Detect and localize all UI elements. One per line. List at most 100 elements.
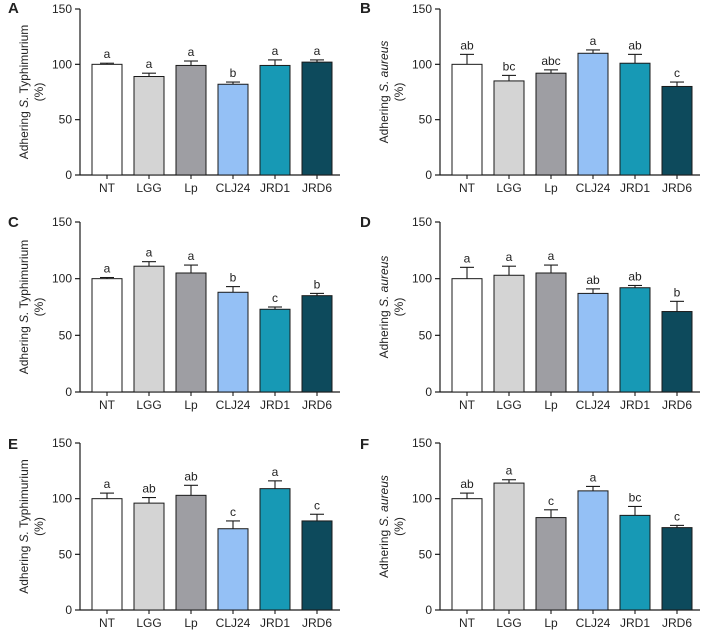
category-label: CLJ24	[576, 616, 611, 630]
bar-lp	[535, 272, 567, 393]
y-tick-label: 100	[412, 272, 432, 286]
category-label: CLJ24	[216, 398, 251, 412]
significance-label: a	[104, 47, 111, 61]
bar-jrd1	[259, 64, 291, 176]
significance-label: a	[314, 44, 321, 58]
panel-letter: E	[8, 436, 18, 453]
significance-label: c	[314, 498, 320, 512]
y-tick-label: 100	[52, 272, 72, 286]
panel-f: F Adhering S. aureus (%) 0 50 100 150 NT ab LGG a L…	[360, 436, 700, 630]
panel-c: C Adhering S. Typhimurium (%) 0 50 100 150 NT a L…	[8, 214, 340, 412]
category-label: LGG	[136, 616, 161, 630]
category-label: JRD6	[302, 616, 332, 630]
bar-lp	[175, 272, 207, 393]
category-label: LGG	[496, 616, 521, 630]
y-tick-label: 50	[419, 113, 433, 127]
y-tick-label: 50	[59, 328, 73, 342]
category-label: NT	[99, 398, 116, 412]
y-tick-label: 150	[412, 2, 432, 16]
significance-label: a	[272, 44, 279, 58]
category-label: JRD1	[260, 398, 290, 412]
panel-letter: D	[360, 214, 371, 231]
y-tick-label: 100	[412, 57, 432, 71]
category-label: LGG	[496, 398, 521, 412]
significance-label: b	[674, 285, 681, 299]
significance-label: b	[230, 66, 237, 80]
category-label: CLJ24	[216, 616, 251, 630]
bar-lgg	[493, 80, 525, 176]
significance-label: ab	[628, 38, 642, 52]
significance-label: ab	[460, 38, 474, 52]
bar-lgg	[133, 76, 165, 176]
significance-label: ab	[184, 469, 198, 483]
category-label: JRD1	[260, 616, 290, 630]
category-label: LGG	[496, 181, 521, 195]
panel-d: D Adhering S. aureus (%) 0 50 100 150 NT a LGG a Lp…	[360, 214, 700, 412]
category-label: CLJ24	[216, 181, 251, 195]
bar-jrd1	[619, 62, 651, 176]
significance-label: a	[146, 246, 153, 260]
bar-lgg	[133, 265, 165, 393]
bar-clj24	[217, 528, 249, 611]
panel-b: B Adhering S. aureus (%) 0 50 100 150 NT ab LGG bc…	[360, 0, 700, 195]
bar-nt	[451, 63, 483, 176]
y-tick-label: 0	[425, 603, 432, 617]
panel-letter: C	[8, 214, 19, 231]
category-label: JRD6	[662, 181, 692, 195]
bar-lp	[175, 494, 207, 611]
bar-lp	[535, 72, 567, 176]
y-axis-label: Adhering S. aureus	[377, 41, 391, 144]
y-tick-label: 50	[59, 547, 73, 561]
y-tick-label: 100	[52, 492, 72, 506]
y-axis-unit: (%)	[392, 298, 406, 317]
significance-label: ab	[586, 273, 600, 287]
significance-label: ab	[460, 477, 474, 491]
y-axis-unit: (%)	[32, 517, 46, 536]
bar-jrd6	[301, 295, 333, 393]
bar-lgg	[493, 274, 525, 393]
y-tick-label: 0	[65, 168, 72, 182]
category-label: LGG	[136, 398, 161, 412]
significance-label: a	[188, 45, 195, 59]
significance-label: ab	[142, 482, 156, 496]
category-label: Lp	[184, 616, 198, 630]
y-tick-label: 0	[65, 603, 72, 617]
bar-nt	[451, 498, 483, 611]
category-label: JRD6	[662, 616, 692, 630]
panel-e: E Adhering S. Typhimurium (%) 0 50 100 150 NT a L…	[8, 436, 340, 630]
y-tick-label: 50	[59, 113, 73, 127]
category-label: JRD6	[662, 398, 692, 412]
bar-clj24	[217, 291, 249, 393]
category-label: JRD1	[620, 398, 650, 412]
bar-lp	[175, 64, 207, 176]
category-label: Lp	[184, 181, 198, 195]
significance-label: abc	[541, 54, 560, 68]
category-label: Lp	[544, 181, 558, 195]
category-label: LGG	[136, 181, 161, 195]
y-tick-label: 150	[52, 436, 72, 450]
bar-jrd6	[661, 85, 693, 176]
y-axis-label: Adhering S. Typhimurium	[17, 25, 31, 160]
bar-jrd1	[259, 308, 291, 393]
significance-label: c	[272, 291, 278, 305]
y-axis-unit: (%)	[32, 83, 46, 102]
significance-label: a	[272, 465, 279, 479]
significance-label: a	[464, 251, 471, 265]
category-label: Lp	[544, 616, 558, 630]
significance-label: c	[230, 505, 236, 519]
bar-lp	[535, 517, 567, 611]
significance-label: ab	[628, 269, 642, 283]
bar-jrd6	[661, 527, 693, 611]
category-label: NT	[459, 181, 476, 195]
y-axis-unit: (%)	[32, 298, 46, 317]
significance-label: c	[674, 509, 680, 523]
bar-clj24	[577, 52, 609, 176]
bar-jrd6	[301, 520, 333, 611]
y-tick-label: 0	[425, 385, 432, 399]
category-label: JRD1	[620, 616, 650, 630]
bar-jrd1	[619, 287, 651, 393]
category-label: NT	[459, 616, 476, 630]
significance-label: a	[104, 262, 111, 276]
bar-clj24	[577, 490, 609, 611]
